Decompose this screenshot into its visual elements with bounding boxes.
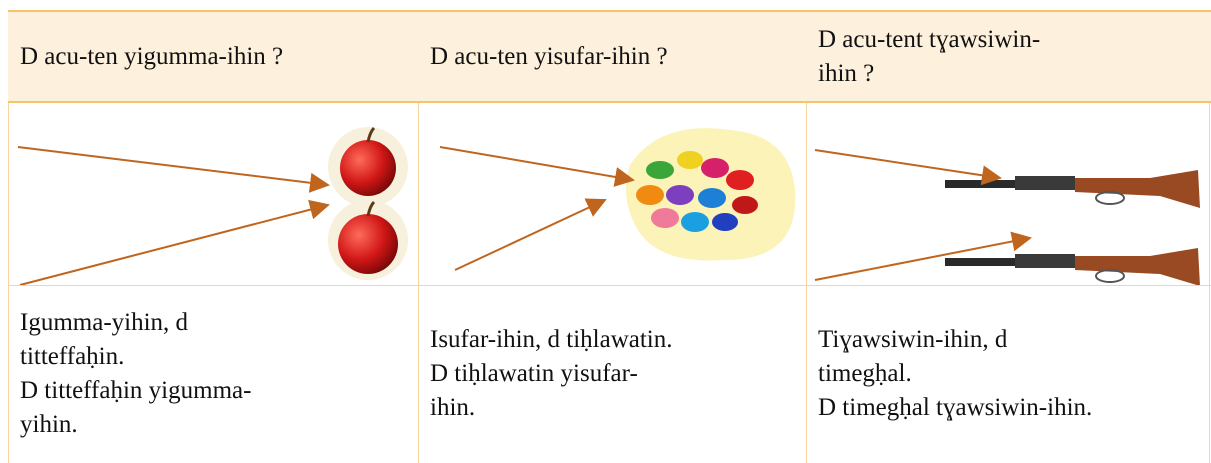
text-line: yihin. [20, 411, 78, 438]
arrow [814, 231, 1032, 281]
text-line: Tiɣawsiwin-ihin, d [818, 326, 1008, 353]
col-border [418, 10, 419, 463]
arrow [439, 146, 635, 187]
text-line: D timegḥal tɣawsiwin-ihin. [818, 394, 1093, 421]
rifles [945, 170, 1200, 286]
col-border [806, 10, 807, 463]
text-line: D acu-ten yigumma-ihin ? [20, 42, 284, 70]
text-line: ihin ? [818, 59, 875, 87]
answer-cell: Tiɣawsiwin-ihin, d timegḥal. D timegḥal tɣ… [806, 285, 1211, 463]
header-cell: D acu-ten yisufar-ihin ? [418, 10, 806, 103]
col-border [1209, 10, 1210, 463]
text-line: D acu-tent tɣawsiwin- [818, 25, 1041, 53]
row-border [8, 285, 1211, 286]
arrow [814, 149, 1002, 186]
text-line: Isufar-ihin, d tiḥlawatin. [430, 326, 673, 353]
arrow [19, 199, 330, 286]
arrow [17, 146, 330, 193]
text-line: timegḥal. [818, 360, 912, 387]
text-line: Igumma-yihin, d [20, 309, 189, 336]
header-cell: D acu-ten yigumma-ihin ? [8, 10, 418, 103]
header-cell: D acu-tent tɣawsiwin-ihin ? [806, 10, 1211, 103]
text-line: titteffaḥin. [20, 343, 125, 370]
answer-cell: Isufar-ihin, d tiḥlawatin. D tiḥlawatin y… [418, 285, 806, 463]
candies [626, 128, 796, 261]
text-line: D acu-ten yisufar-ihin ? [430, 42, 668, 70]
text-line: D tiḥlawatin yisufar- [430, 360, 638, 387]
apples [328, 126, 408, 280]
text-line: ihin. [430, 394, 476, 421]
arrow [454, 198, 607, 271]
answer-cell: Igumma-yihin, d titteffaḥin. D titteffaḥin… [8, 285, 418, 463]
text-line: D titteffaḥin yigumma- [20, 377, 252, 404]
col-border [8, 10, 9, 463]
